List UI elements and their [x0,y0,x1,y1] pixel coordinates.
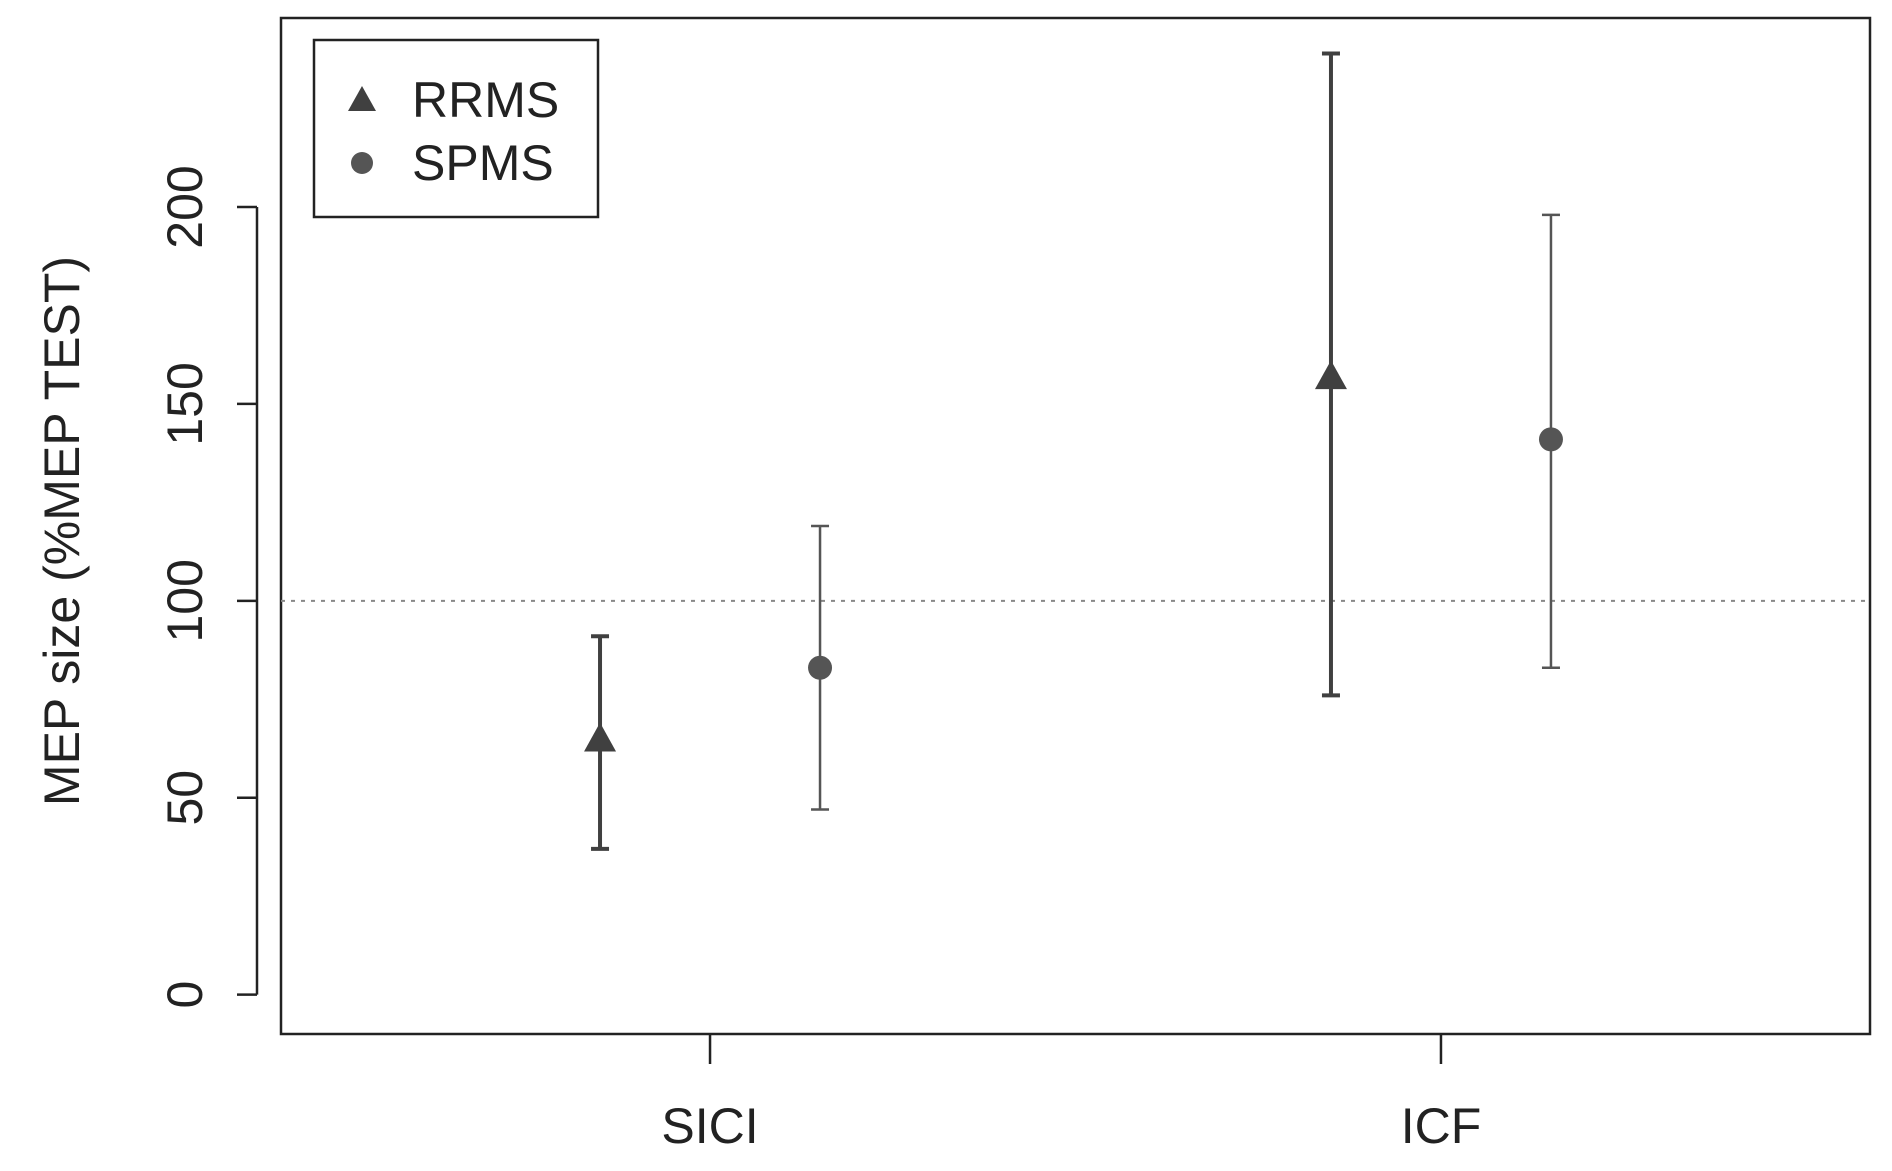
legend-marker [348,86,376,111]
y-axis-label: MEP size (%MEP TEST) [34,256,90,806]
legend-label: SPMS [412,135,554,191]
x-tick-label: ICF [1401,1098,1482,1154]
point [1538,427,1563,452]
y-tick-label: 150 [157,362,213,445]
plot-frame [279,16,1872,1036]
point [584,722,617,752]
point [1314,360,1347,390]
point [808,655,833,680]
legend-label: RRMS [412,72,559,128]
legend-marker [351,152,373,174]
y-tick-label: 50 [157,770,213,826]
y-tick-label: 0 [157,981,213,1009]
x-tick-label: SICI [661,1098,758,1154]
y-tick-label: 100 [157,559,213,642]
y-tick-label: 200 [157,165,213,248]
legend-box [312,38,600,219]
